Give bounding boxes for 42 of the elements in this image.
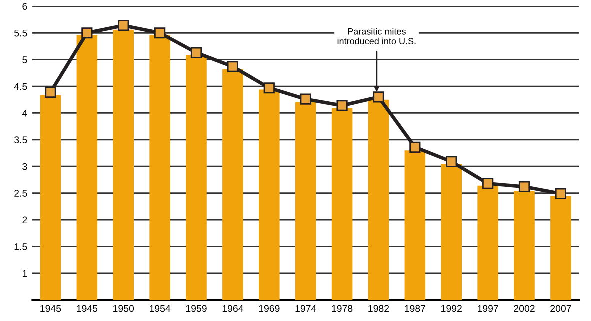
y-tick-label: 3.5 bbox=[14, 136, 28, 144]
x-tick-label: 1969 bbox=[259, 305, 280, 312]
point bbox=[118, 20, 130, 32]
y-tick-label: 4 bbox=[22, 110, 28, 117]
y-tick-label: 6 bbox=[22, 3, 28, 10]
point bbox=[45, 86, 56, 98]
point bbox=[373, 92, 384, 103]
y-tick-label: 4.5 bbox=[14, 83, 28, 90]
y-tick-label: 1.5 bbox=[14, 244, 28, 250]
x-tick-label: 1974 bbox=[296, 305, 316, 312]
x-tick-label: 1945 bbox=[40, 305, 62, 312]
y-tick-label: 5.5 bbox=[14, 30, 28, 37]
x-tick-label: 1945 bbox=[77, 305, 98, 312]
x-tick-label: 1987 bbox=[405, 305, 426, 312]
point bbox=[482, 178, 494, 190]
annotation: Parasitic mites introduced into U.S. bbox=[338, 28, 416, 45]
point bbox=[190, 47, 202, 58]
y-tick-label: 1 bbox=[22, 270, 28, 277]
x-tick-label: 1982 bbox=[368, 305, 390, 312]
point bbox=[410, 142, 421, 153]
point bbox=[336, 100, 348, 112]
point bbox=[264, 82, 275, 94]
point bbox=[227, 61, 239, 72]
y-tick-label: 3 bbox=[22, 163, 28, 170]
point bbox=[154, 28, 166, 39]
x-tick-label: 1978 bbox=[332, 305, 353, 312]
x-tick-label: 1954 bbox=[150, 305, 171, 312]
y-tick-label: 5 bbox=[22, 56, 28, 64]
point bbox=[300, 94, 312, 105]
x-tick-label: 2002 bbox=[514, 305, 535, 312]
x-tick-label: 1992 bbox=[442, 305, 462, 312]
y-tick-label: 2.5 bbox=[14, 190, 28, 197]
x-tick-label: 1997 bbox=[478, 305, 498, 312]
point bbox=[555, 188, 567, 200]
point bbox=[446, 156, 458, 168]
point bbox=[518, 181, 530, 192]
y-tick-label: 2 bbox=[22, 216, 28, 224]
point bbox=[82, 28, 93, 39]
x-tick-label: 2007 bbox=[550, 305, 572, 312]
x-tick-label: 1959 bbox=[186, 305, 207, 312]
x-tick-label: 1950 bbox=[114, 305, 134, 312]
x-tick-label: 1964 bbox=[222, 305, 244, 312]
